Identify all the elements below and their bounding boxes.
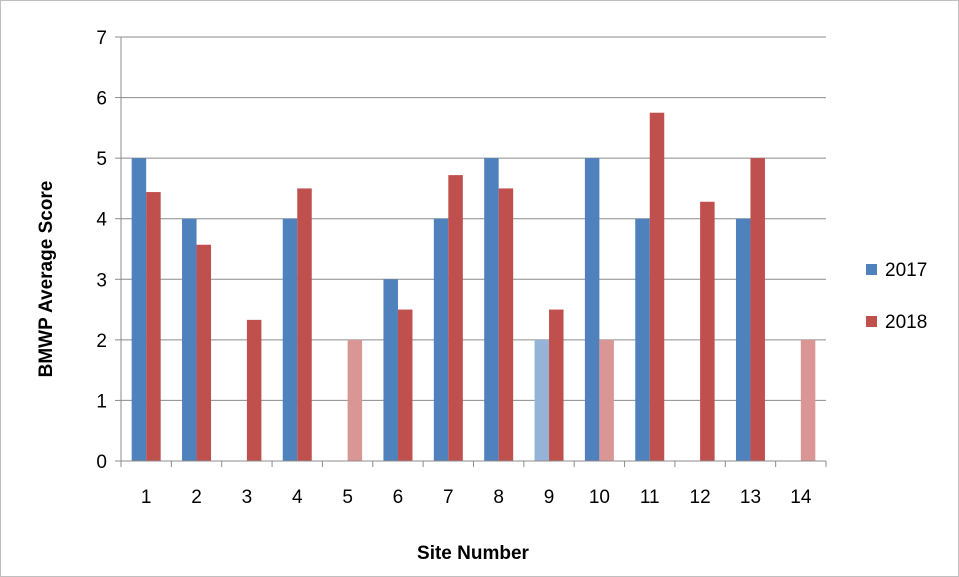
- y-tick-labels: 0 1 2 3 4 5 6 7: [96, 28, 107, 473]
- x-tick-label: 6: [393, 487, 404, 508]
- bar-2017-site-2: [182, 218, 197, 461]
- x-tick-label: 2: [191, 487, 202, 508]
- bar-2018-site-1: [146, 192, 161, 461]
- bar-2018-site-7: [448, 175, 463, 462]
- x-tick-label: 3: [242, 487, 253, 508]
- bar-2018-site-14: [800, 339, 816, 461]
- bars: [131, 112, 816, 462]
- y-axis-label: BMWP Average Score: [36, 181, 57, 378]
- legend-label-2017: 2017: [885, 260, 927, 281]
- bar-2018-site-8: [498, 188, 514, 461]
- bar-2018-site-11: [649, 112, 665, 461]
- x-tick-label: 9: [544, 487, 555, 508]
- y-tick-label: 2: [96, 331, 107, 352]
- bar-2018-site-9: [549, 309, 564, 461]
- x-tick-label: 13: [740, 487, 761, 508]
- bar-2017-site-6: [383, 279, 398, 461]
- x-tick-label: 7: [443, 487, 454, 508]
- bar-2018-site-6: [397, 309, 413, 461]
- x-tick-label: 11: [640, 487, 660, 508]
- bar-2018-site-4: [297, 188, 312, 461]
- x-tick-label: 4: [292, 487, 303, 508]
- x-tick-labels: 1 2 3 4 5 6 7 8 9 10 11 12 13 14: [141, 487, 812, 508]
- legend-swatch-2017: [866, 264, 877, 275]
- bar-2018-site-5: [347, 339, 363, 461]
- x-tick-label: 10: [589, 487, 610, 508]
- bar-2017-site-8: [484, 158, 499, 461]
- x-tick-label: 14: [790, 487, 812, 508]
- x-tick-label: 5: [342, 487, 353, 508]
- bar-2018-site-12: [700, 201, 715, 462]
- bar-2017-site-7: [433, 218, 449, 461]
- bar-2017-site-11: [635, 218, 650, 461]
- legend: 2017 2018: [866, 260, 927, 333]
- bar-2017-site-13: [735, 218, 751, 461]
- y-tick-label: 3: [96, 270, 107, 291]
- y-tick-label: 1: [96, 391, 107, 412]
- bar-2018-site-2: [196, 244, 212, 461]
- bar-2017-site-10: [584, 158, 600, 461]
- legend-swatch-2018: [866, 316, 877, 327]
- bar-2018-site-13: [750, 158, 765, 461]
- y-tick-label: 6: [96, 89, 107, 110]
- x-axis-label: Site Number: [417, 543, 530, 564]
- bar-2017-site-4: [282, 218, 298, 461]
- bar-2018-site-3: [246, 319, 262, 461]
- y-tick-label: 5: [96, 149, 107, 170]
- legend-label-2018: 2018: [885, 312, 927, 333]
- bar-2017-site-9: [534, 339, 550, 461]
- bar-2018-site-10: [599, 339, 614, 461]
- axes: [115, 36, 827, 467]
- x-tick-label: 12: [690, 487, 711, 508]
- x-tick-label: 1: [141, 487, 152, 508]
- y-tick-label: 4: [96, 210, 107, 231]
- x-tick-label: 8: [493, 487, 504, 508]
- y-tick-label: 0: [96, 452, 107, 473]
- gridlines: [121, 36, 826, 401]
- bar-2017-site-1: [131, 158, 147, 461]
- y-tick-label: 7: [96, 28, 107, 49]
